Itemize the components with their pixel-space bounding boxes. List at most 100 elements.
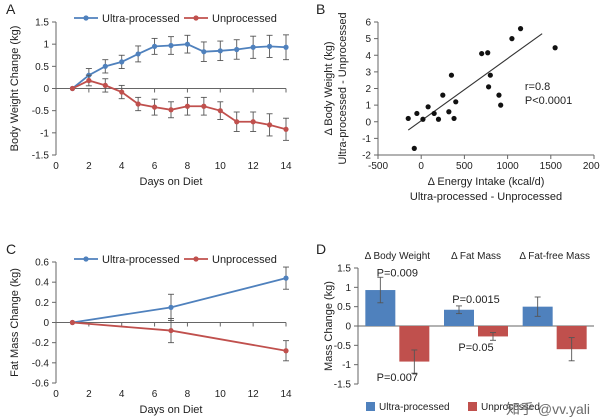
p-value-label: P=0.007	[377, 372, 418, 384]
scatter-point	[453, 99, 459, 105]
x-tick-label: 14	[280, 161, 292, 172]
x-tick-label: 500	[456, 161, 473, 172]
data-point-unprocessed	[135, 101, 141, 107]
y-tick-label: 2	[365, 84, 371, 95]
y-tick-label: -0.5	[32, 106, 50, 117]
scatter-point	[552, 45, 558, 51]
scatter-point	[451, 115, 457, 122]
x-axis-title: Δ Energy Intake (kcal/d)	[428, 176, 545, 188]
x-tick-label: 0	[53, 161, 59, 172]
scatter-point	[517, 26, 524, 32]
panel-b-scatter-chart: B -2 -1 0 1 2 3 4 5 6 -500 0 500 1000 1500 2000 Δ Energy…	[316, 1, 600, 203]
y-tick-label: 0.4	[35, 278, 49, 289]
scatter-point	[446, 109, 452, 115]
x-tick-label: 0	[53, 389, 59, 400]
panel-letter-a: A	[6, 1, 16, 17]
y-tick-label: -1	[342, 360, 351, 371]
y-tick-label: 1.5	[35, 18, 49, 29]
legend-marker-unprocessed	[193, 15, 199, 21]
data-point-ultra-processed	[184, 41, 191, 47]
category-label: Δ Fat Mass	[451, 251, 501, 262]
x-tick-label: 1500	[540, 161, 563, 172]
data-point-unprocessed	[283, 126, 289, 132]
x-tick-label: 10	[215, 161, 227, 172]
scatter-point	[498, 102, 504, 108]
bar-ultra-processed	[444, 309, 474, 326]
legend-swatch-unprocessed	[468, 402, 477, 411]
y-tick-label: 1	[43, 40, 49, 51]
y-tick-label: 0.5	[35, 62, 49, 73]
data-point-ultra-processed	[168, 42, 174, 49]
data-point-ultra-processed	[283, 44, 289, 50]
x-tick-label: 4	[119, 161, 125, 172]
x-tick-label: -500	[368, 161, 388, 172]
data-point-ultra-processed	[250, 44, 256, 50]
legend-marker-ultra-processed	[83, 256, 89, 262]
y-tick-label: -0.6	[32, 379, 50, 390]
legend-label-ultra-processed: Ultra-processed	[102, 254, 180, 266]
x-axis-title: Days on Diet	[140, 404, 203, 416]
x-tick-label: 2	[86, 389, 92, 400]
category-label: Δ Body Weight	[365, 251, 431, 262]
y-tick-label: 0	[43, 318, 49, 329]
x-tick-label: 0	[418, 161, 424, 172]
legend-label-unprocessed: Unprocessed	[481, 402, 540, 413]
panel-c-line-chart: C -0.6 -0.4 -0.2 0 0.2 0.4 0.6 0 2 4 6 8 10 12 14 Days o…	[6, 241, 292, 416]
y-tick-label: -0.4	[32, 358, 50, 369]
panel-a-line-chart: A -1.5 -1 -0.5 0 0.5 1 1.5 0 2 4 6 8 10 12 14 Days on Di…	[6, 1, 292, 188]
y-tick-label: -0.5	[334, 341, 352, 352]
x-tick-label: 8	[185, 389, 191, 400]
y-tick-label: -1.5	[32, 151, 50, 162]
x-tick-label: 6	[152, 161, 158, 172]
data-point-ultra-processed	[234, 46, 240, 53]
legend-label-unprocessed: Unprocessed	[212, 13, 277, 25]
y-tick-label: 4	[365, 51, 371, 62]
legend-marker-ultra-processed	[83, 15, 89, 21]
data-point-unprocessed	[69, 85, 76, 92]
correlation-annotation: r=0.8	[525, 81, 550, 93]
data-point-ultra-processed	[102, 63, 108, 69]
panel-letter-c: C	[6, 241, 16, 257]
y-tick-label: 0	[345, 322, 351, 333]
y-tick-label: 0.5	[337, 302, 351, 313]
x-tick-label: 8	[185, 161, 191, 172]
panel-letter-d: D	[316, 241, 326, 257]
data-point-unprocessed	[168, 327, 174, 334]
legend-swatch-ultra-processed	[366, 402, 375, 411]
scatter-point	[435, 116, 442, 122]
data-point-unprocessed	[119, 89, 125, 95]
y-axis-title: Fat Mass Change (kg)	[9, 268, 21, 377]
data-point-unprocessed	[283, 348, 289, 354]
y-tick-label: 0	[43, 84, 49, 95]
x-tick-label: 12	[248, 389, 260, 400]
series-line-ultra-processed	[71, 43, 287, 90]
p-value-label: P=0.0015	[452, 294, 499, 306]
y-tick-label: 0.6	[35, 258, 49, 269]
y-axis-title: Δ Body Weight (kg)	[323, 42, 335, 136]
panel-letter-b: B	[316, 1, 325, 17]
p-value-annotation: P<0.0001	[525, 95, 572, 107]
data-point-unprocessed	[201, 103, 207, 109]
scatter-point	[440, 92, 446, 98]
y-tick-label: -0.2	[32, 338, 50, 349]
x-tick-label: 12	[248, 161, 260, 172]
x-tick-label: 6	[152, 389, 158, 400]
scatter-point	[448, 72, 455, 78]
y-tick-label: -1	[40, 128, 49, 139]
x-tick-label: 14	[280, 389, 292, 400]
y-tick-label: -1	[362, 134, 371, 145]
x-tick-label: 10	[215, 389, 227, 400]
data-point-unprocessed	[168, 107, 174, 113]
series-line-ultra-processed	[72, 277, 287, 324]
y-tick-label: -1.5	[334, 380, 352, 391]
data-point-ultra-processed	[168, 304, 174, 310]
data-point-ultra-processed	[151, 43, 158, 49]
data-point-unprocessed	[102, 82, 108, 88]
category-label: Δ Fat-free Mass	[519, 251, 590, 262]
series-line-unprocessed	[72, 79, 287, 131]
data-point-ultra-processed	[266, 43, 273, 49]
scatter-point	[414, 110, 420, 117]
y-tick-label: 0.2	[35, 298, 49, 309]
bar-unprocessed	[478, 326, 508, 337]
